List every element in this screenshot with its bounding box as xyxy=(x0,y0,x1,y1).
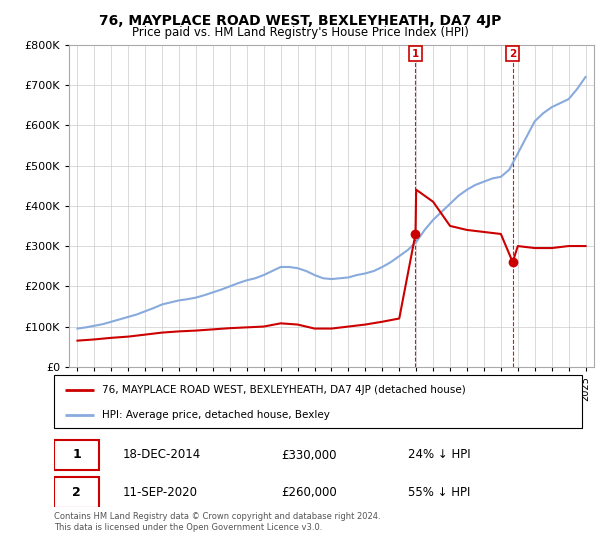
Text: £330,000: £330,000 xyxy=(281,449,337,461)
FancyBboxPatch shape xyxy=(54,477,99,507)
Text: Contains HM Land Registry data © Crown copyright and database right 2024.
This d: Contains HM Land Registry data © Crown c… xyxy=(54,512,380,532)
Text: 76, MAYPLACE ROAD WEST, BEXLEYHEATH, DA7 4JP (detached house): 76, MAYPLACE ROAD WEST, BEXLEYHEATH, DA7… xyxy=(101,385,465,395)
FancyBboxPatch shape xyxy=(54,375,582,428)
Text: 2: 2 xyxy=(73,486,81,498)
Text: 55% ↓ HPI: 55% ↓ HPI xyxy=(408,486,470,498)
FancyBboxPatch shape xyxy=(54,440,99,470)
Text: 18-DEC-2014: 18-DEC-2014 xyxy=(122,449,201,461)
Text: 24% ↓ HPI: 24% ↓ HPI xyxy=(408,449,470,461)
Text: 76, MAYPLACE ROAD WEST, BEXLEYHEATH, DA7 4JP: 76, MAYPLACE ROAD WEST, BEXLEYHEATH, DA7… xyxy=(99,14,501,28)
Text: Price paid vs. HM Land Registry's House Price Index (HPI): Price paid vs. HM Land Registry's House … xyxy=(131,26,469,39)
Text: £260,000: £260,000 xyxy=(281,486,337,498)
Text: 1: 1 xyxy=(412,49,419,59)
Text: HPI: Average price, detached house, Bexley: HPI: Average price, detached house, Bexl… xyxy=(101,410,329,420)
Text: 2: 2 xyxy=(509,49,517,59)
Text: 1: 1 xyxy=(73,449,81,461)
Text: 11-SEP-2020: 11-SEP-2020 xyxy=(122,486,197,498)
